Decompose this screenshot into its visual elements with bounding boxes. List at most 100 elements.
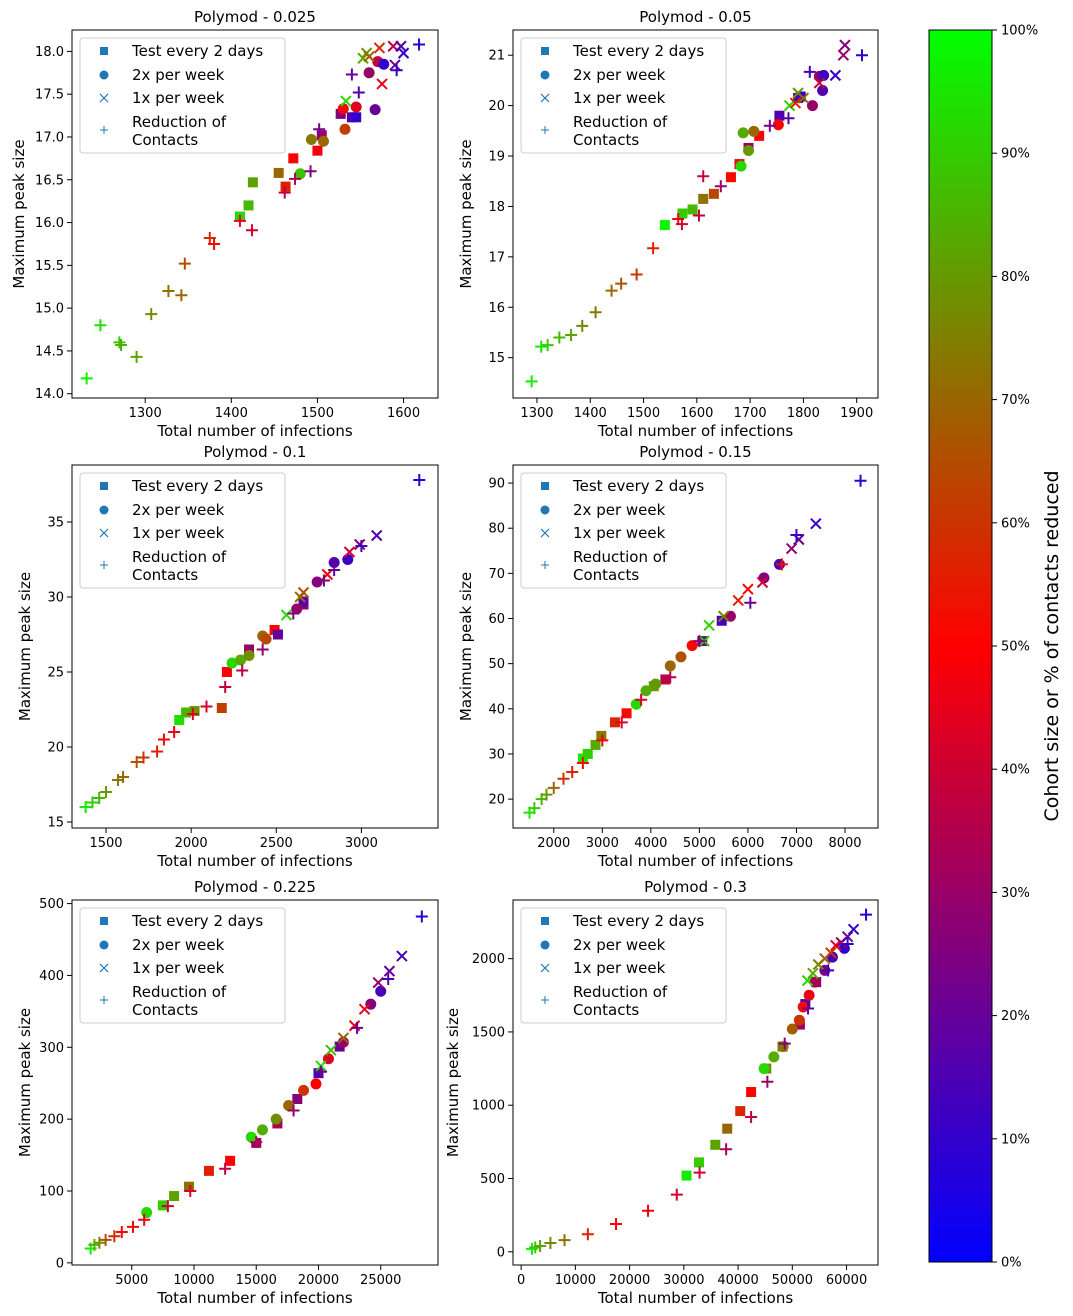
x-axis-label: Total number of infections bbox=[597, 422, 794, 440]
point-plus bbox=[675, 218, 688, 231]
point-square bbox=[677, 208, 688, 219]
point-circle bbox=[675, 651, 687, 663]
point-plus bbox=[610, 1217, 623, 1230]
point-square bbox=[660, 674, 671, 685]
x-tick-label: 0 bbox=[517, 1273, 525, 1288]
point-plus bbox=[317, 574, 330, 587]
y-tick-label: 15 bbox=[488, 351, 505, 366]
point-square bbox=[225, 1155, 236, 1166]
y-tick-label: 200 bbox=[39, 1113, 64, 1128]
point-plus bbox=[250, 1136, 263, 1149]
legend-label: 1x per week bbox=[132, 89, 225, 107]
point-plus bbox=[313, 123, 326, 136]
point-square bbox=[189, 706, 200, 716]
legend-marker-circle bbox=[540, 505, 550, 515]
x-tick-label: 1500 bbox=[627, 406, 660, 421]
point-square bbox=[203, 1165, 214, 1176]
point-plus bbox=[761, 1075, 774, 1088]
subplot-3: Polymod - 0.1 1500 2000 2500 3000 15 20 25 30 35 T… bbox=[16, 443, 439, 870]
point-x bbox=[807, 967, 819, 980]
point-plus bbox=[589, 306, 602, 319]
point-plus bbox=[168, 726, 181, 738]
point-circle bbox=[260, 633, 272, 645]
y-tick-label: 0 bbox=[497, 1245, 505, 1260]
legend-label: 1x per week bbox=[132, 959, 225, 977]
point-plus bbox=[664, 671, 677, 684]
y-tick-label: 90 bbox=[488, 477, 505, 492]
point-circle bbox=[298, 1084, 310, 1096]
point-circle bbox=[640, 685, 652, 697]
point-x bbox=[717, 610, 730, 622]
point-x bbox=[785, 542, 798, 555]
y-tick-label: 18 bbox=[488, 200, 505, 215]
point-x bbox=[363, 50, 375, 63]
x-axis-label: Total number of infections bbox=[597, 1289, 794, 1307]
point-plus bbox=[93, 792, 106, 804]
point-plus bbox=[245, 224, 258, 237]
point-plus bbox=[219, 1162, 232, 1175]
x-tick-label: 20000 bbox=[298, 1273, 339, 1288]
legend-marker-circle bbox=[540, 940, 550, 950]
y-tick-label: 15.0 bbox=[35, 302, 64, 317]
point-circle bbox=[793, 1014, 805, 1026]
data-points bbox=[525, 908, 873, 1255]
chart-title: Polymod - 0.1 bbox=[204, 443, 307, 461]
point-plus bbox=[186, 708, 199, 720]
y-tick-label: 100 bbox=[39, 1184, 64, 1199]
point-circle bbox=[235, 654, 247, 666]
x-tick-label: 5000 bbox=[115, 1273, 148, 1288]
legend-label: 1x per week bbox=[132, 524, 225, 542]
legend-marker-x bbox=[540, 963, 550, 973]
point-square bbox=[735, 1106, 746, 1117]
point-x bbox=[847, 923, 860, 936]
legend-marker-plus bbox=[541, 126, 549, 134]
legend-label: Test every 2 days bbox=[131, 912, 263, 930]
x-axis-label: Total number of infections bbox=[597, 852, 794, 870]
point-x bbox=[383, 965, 396, 977]
y-tick-label: 21 bbox=[488, 49, 505, 64]
point-circle bbox=[270, 1113, 282, 1125]
point-circle bbox=[141, 1207, 153, 1219]
point-plus bbox=[534, 1239, 547, 1252]
point-circle bbox=[806, 100, 818, 112]
point-x bbox=[373, 42, 386, 54]
legend-label: Reduction of bbox=[132, 548, 227, 566]
legend-label: Contacts bbox=[132, 1001, 198, 1019]
point-circle bbox=[342, 554, 354, 565]
point-plus bbox=[413, 38, 426, 51]
point-circle bbox=[803, 989, 815, 1001]
legend-label: Reduction of bbox=[573, 548, 668, 566]
x-tick-label: 1300 bbox=[520, 406, 553, 421]
point-x bbox=[358, 1003, 371, 1015]
legend: Test every 2 days 2x per week 1x per week R… bbox=[79, 472, 286, 589]
x-tick-label: 60000 bbox=[826, 1273, 867, 1288]
point-plus bbox=[854, 474, 867, 487]
point-circle bbox=[310, 1078, 322, 1090]
y-tick-label: 16.5 bbox=[35, 173, 64, 188]
legend-marker-x bbox=[99, 528, 109, 538]
legend-marker-circle bbox=[540, 70, 550, 80]
point-square bbox=[582, 748, 593, 759]
point-square bbox=[694, 1157, 705, 1168]
y-axis-label: Maximum peak size bbox=[457, 139, 475, 288]
point-plus bbox=[287, 1104, 300, 1117]
point-circle bbox=[375, 985, 387, 997]
point-plus bbox=[557, 772, 570, 785]
legend-marker-x bbox=[540, 528, 550, 538]
x-tick-label: 3000 bbox=[586, 836, 619, 851]
legend: Test every 2 days 2x per week 1x per week R… bbox=[520, 472, 727, 589]
y-tick-label: 15.5 bbox=[35, 259, 64, 274]
legend-marker-square bbox=[100, 47, 108, 55]
y-tick-label: 1000 bbox=[472, 1099, 505, 1114]
point-x bbox=[810, 517, 822, 530]
y-tick-label: 25 bbox=[47, 666, 64, 681]
legend-frame bbox=[79, 37, 286, 154]
y-axis-label: Maximum peak size bbox=[457, 572, 475, 721]
y-tick-label: 30 bbox=[488, 747, 505, 762]
chart-title: Polymod - 0.225 bbox=[194, 878, 316, 896]
legend-marker-square bbox=[541, 482, 549, 490]
y-tick-label: 400 bbox=[39, 969, 64, 984]
subplot-1: Polymod - 0.025 1300 1400 1500 1600 14.0 14.5 1… bbox=[10, 8, 439, 440]
y-tick-label: 500 bbox=[39, 897, 64, 912]
point-x bbox=[353, 538, 366, 551]
